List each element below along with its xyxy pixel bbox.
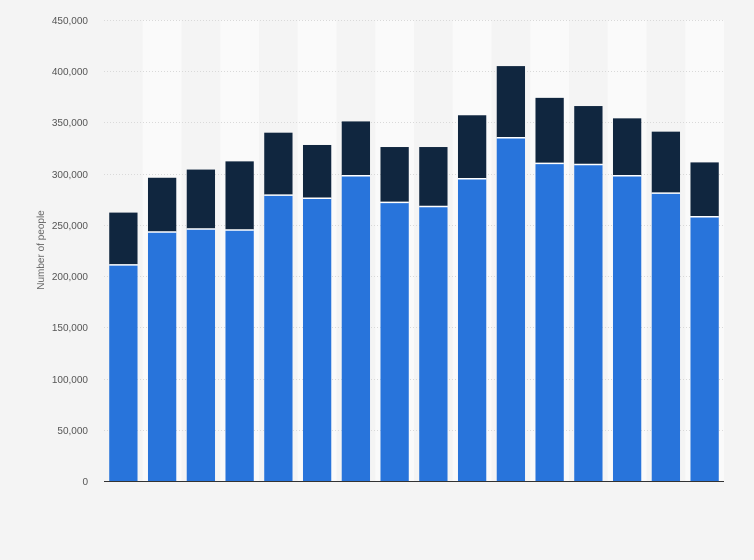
bar-segment-series-2 — [496, 66, 526, 138]
y-tick-label: 350,000 — [52, 118, 89, 129]
y-tick-label: 450,000 — [52, 16, 89, 27]
bars — [109, 66, 719, 482]
y-tick-label: 50,000 — [57, 426, 88, 437]
bar-segment-series-2 — [457, 115, 487, 179]
y-tick-label: 300,000 — [52, 170, 89, 181]
y-axis-ticks: 0 50,000 100,000 150,000 200,000 250,000 300,0… — [52, 16, 89, 488]
bar-segment-series-2 — [147, 177, 177, 233]
bar-segment-series-2 — [264, 132, 293, 196]
bar-segment-series-2 — [574, 106, 603, 165]
bar-segment-series-1 — [612, 175, 642, 481]
bar-segment-series-2 — [186, 169, 216, 229]
bar-segment-series-2 — [341, 121, 371, 176]
bar-segment-series-1 — [380, 202, 409, 481]
bar-segment-series-2 — [612, 118, 642, 176]
bar-segment-series-1 — [264, 195, 293, 481]
bar-segment-series-1 — [109, 264, 138, 481]
bar-segment-series-1 — [225, 230, 254, 481]
bar-segment-series-1 — [690, 216, 719, 481]
y-tick-label: 200,000 — [52, 272, 89, 283]
bar-segment-series-1 — [186, 228, 216, 481]
bar-segment-series-1 — [419, 206, 448, 481]
bar-segment-series-2 — [302, 144, 332, 199]
bar-segment-series-1 — [457, 178, 487, 482]
bar-segment-series-1 — [651, 193, 681, 481]
y-tick-label: 100,000 — [52, 375, 89, 386]
bar-segment-series-1 — [341, 175, 371, 481]
bar-segment-series-2 — [109, 212, 138, 265]
y-axis-label: Number of people — [36, 210, 47, 290]
bar-segment-series-2 — [419, 147, 448, 207]
bar-segment-series-1 — [496, 137, 526, 481]
y-tick-label: 150,000 — [52, 323, 89, 334]
bar-segment-series-2 — [380, 147, 409, 203]
bar-segment-series-2 — [690, 162, 719, 217]
bar-segment-series-2 — [535, 97, 564, 164]
bar-segment-series-2 — [225, 161, 254, 231]
y-tick-label: 250,000 — [52, 221, 89, 232]
bar-segment-series-1 — [302, 198, 332, 481]
y-tick-label: 0 — [82, 477, 88, 488]
y-tick-label: 400,000 — [52, 67, 89, 78]
bar-segment-series-1 — [535, 163, 564, 482]
bar-segment-series-2 — [651, 131, 681, 194]
bar-segment-series-1 — [147, 232, 177, 481]
bar-segment-series-1 — [574, 164, 603, 481]
